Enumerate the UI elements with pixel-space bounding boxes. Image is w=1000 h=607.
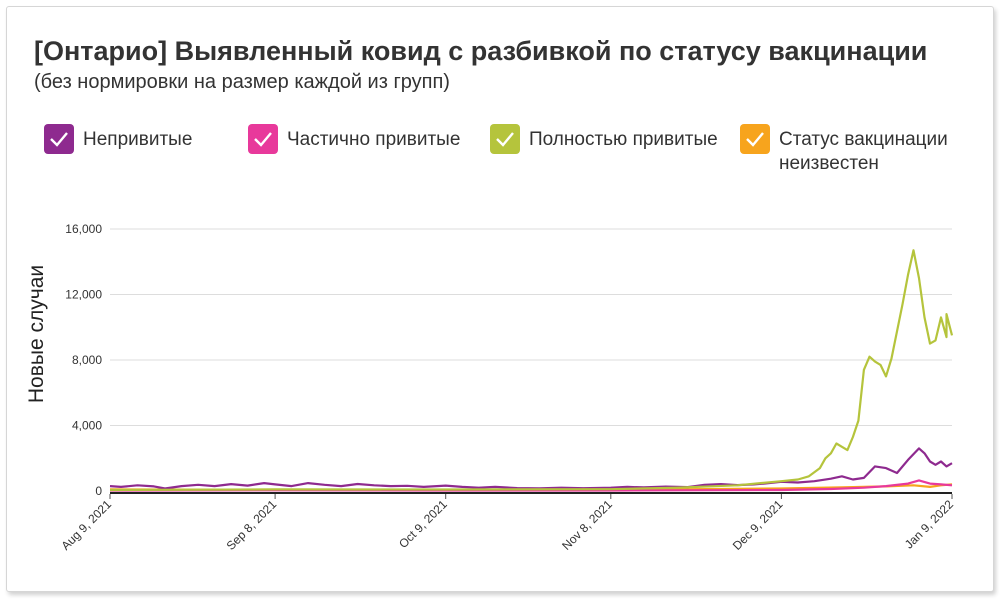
checkmark-icon xyxy=(50,132,68,147)
legend-label-unvaccinated: Непривитые xyxy=(83,129,193,150)
grid-lines xyxy=(109,228,953,499)
legend-label-unknown: Статус вакцинации неизвестен xyxy=(779,129,948,174)
series-line-full xyxy=(109,249,954,492)
x-tick-labels: Aug 9, 2021 Sep 8, 2021 Oct 9, 2021 Nov 8, … xyxy=(58,497,956,553)
legend-swatch-partial xyxy=(248,124,278,154)
x-tick-label: Dec 9, 2021 xyxy=(730,497,786,553)
x-tick-label: Nov 8, 2021 xyxy=(559,497,615,553)
y-tick-label: 0 xyxy=(95,484,102,498)
y-axis-title: Новые случаи xyxy=(25,265,48,403)
legend-swatch-unvaccinated xyxy=(44,124,74,154)
chart-subtitle: (без нормировки на размер каждой из груп… xyxy=(34,71,450,93)
chart-card xyxy=(6,6,994,592)
legend-swatch-full xyxy=(490,124,520,154)
x-tick-label: Aug 9, 2021 xyxy=(58,497,114,553)
checkmark-icon xyxy=(254,132,272,147)
y-tick-label: 16,000 xyxy=(65,222,102,236)
legend-item-full[interactable]: Полностью привитые xyxy=(490,124,718,154)
y-tick-label: 12,000 xyxy=(65,288,102,302)
legend-swatch-unknown xyxy=(740,124,770,154)
y-tick-label: 8,000 xyxy=(72,353,102,367)
legend-item-unvaccinated[interactable]: Непривитые xyxy=(44,124,192,154)
series-lines xyxy=(109,249,954,492)
legend-label-partial: Частично привитые xyxy=(287,129,461,150)
chart-legend: Непривитые Частично привитые Полностью п… xyxy=(0,124,1000,184)
y-tick-label: 4,000 xyxy=(72,419,102,433)
checkmark-icon xyxy=(746,132,764,147)
x-tick-label: Jan 9, 2022 xyxy=(902,497,956,551)
legend-item-partial[interactable]: Частично привитые xyxy=(248,124,460,154)
chart-title: [Онтарио] Выявленный ковид с разбивкой п… xyxy=(34,36,928,66)
y-tick-labels: 0 4,000 8,000 12,000 16,000 xyxy=(65,222,102,498)
legend-label-full: Полностью привитые xyxy=(529,129,718,150)
x-tick-label: Oct 9, 2021 xyxy=(396,497,450,551)
legend-item-unknown[interactable]: Статус вакцинации неизвестен xyxy=(740,124,979,176)
x-tick-label: Sep 8, 2021 xyxy=(224,497,280,553)
checkmark-icon xyxy=(496,132,514,147)
series-line-unvaccinated xyxy=(109,447,953,490)
